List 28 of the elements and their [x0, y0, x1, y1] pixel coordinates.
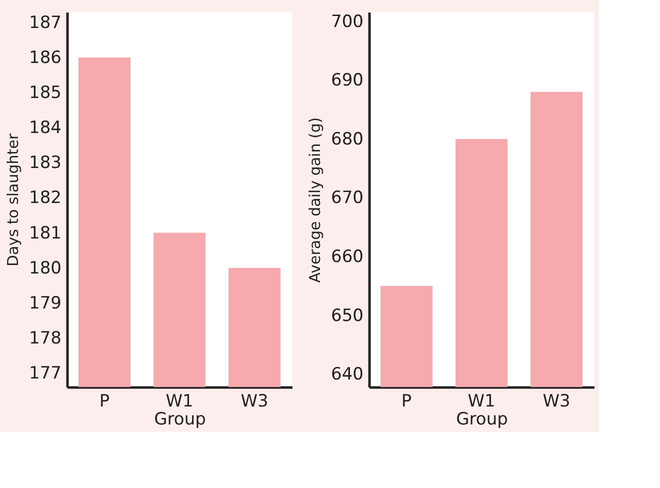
- y-tick-label: 183: [29, 153, 62, 174]
- y-tick-label: 178: [29, 328, 62, 348]
- x-tick-label: W1: [468, 392, 496, 412]
- y-tick-label: 179: [29, 293, 62, 314]
- x-tick-label: W3: [542, 392, 570, 412]
- y-tick-label: 650: [331, 306, 364, 326]
- y-tick-label: 185: [29, 83, 62, 104]
- y-tick-label: 187: [29, 13, 62, 34]
- y-tick-label: 181: [29, 223, 62, 244]
- y-tick-label: 182: [29, 188, 62, 208]
- x-tick-label: W3: [240, 392, 268, 412]
- y-tick-label: 186: [29, 48, 62, 68]
- y-tick-label: 670: [331, 188, 364, 208]
- y-tick-label: 680: [331, 129, 364, 150]
- y-tick-label: 177: [29, 363, 62, 384]
- y-tick-label: 660: [331, 247, 364, 268]
- y-tick-label: 690: [331, 70, 364, 91]
- y-tick-label: 640: [331, 364, 364, 385]
- y-tick-label: 184: [29, 118, 62, 138]
- x-tick-label: P: [99, 392, 110, 412]
- y-tick-label: 700: [331, 12, 364, 32]
- y-axis-title: Days to slaughter: [4, 132, 22, 267]
- x-axis-title: Group: [154, 410, 206, 430]
- x-tick-label: W1: [166, 392, 194, 412]
- x-tick-label: P: [401, 392, 412, 412]
- y-axis-title: Average daily gain (g): [306, 117, 324, 283]
- y-tick-label: 180: [29, 258, 62, 278]
- x-axis-title: Group: [456, 410, 508, 430]
